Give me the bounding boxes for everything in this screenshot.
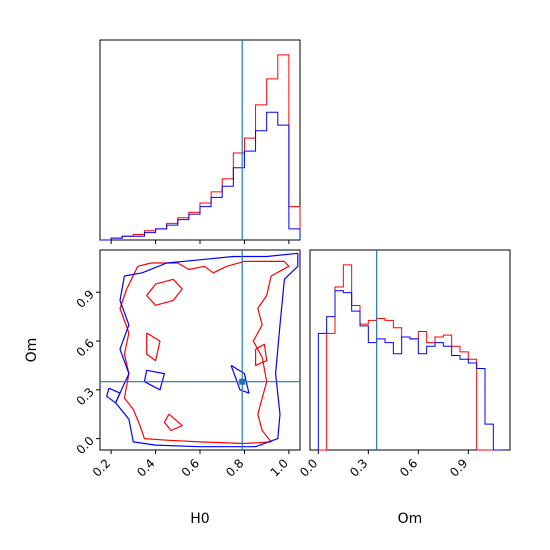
contour-series_a-0 bbox=[119, 260, 290, 445]
xlabel-Om: Om bbox=[398, 511, 423, 527]
contour-series_b-6 bbox=[106, 387, 121, 404]
contour-series_a-3 bbox=[163, 413, 183, 432]
contour-truth-marker bbox=[239, 378, 246, 385]
hist-Om-frame bbox=[309, 249, 511, 451]
contour-series_b-7 bbox=[143, 369, 165, 391]
hist_Om-series-1 bbox=[317, 290, 502, 451]
hist-H0-xticks bbox=[110, 240, 290, 244]
contour-series_a-2 bbox=[146, 332, 161, 362]
ylabel-Om: Om bbox=[24, 338, 40, 363]
contour-series_b-5 bbox=[114, 252, 299, 448]
hist-H0-steps bbox=[100, 54, 301, 241]
hist-Om-steps bbox=[317, 264, 502, 451]
contour-series_a-1 bbox=[146, 278, 183, 306]
contour-series_a-4 bbox=[255, 343, 268, 366]
contour-truth-lines bbox=[100, 250, 300, 450]
xlabel-H0: H0 bbox=[190, 511, 209, 527]
contour-lines bbox=[106, 252, 299, 448]
hist-H0-panel bbox=[99, 39, 301, 244]
hist_H0-series-0 bbox=[100, 54, 301, 241]
hist_H0-series-1 bbox=[100, 111, 301, 241]
